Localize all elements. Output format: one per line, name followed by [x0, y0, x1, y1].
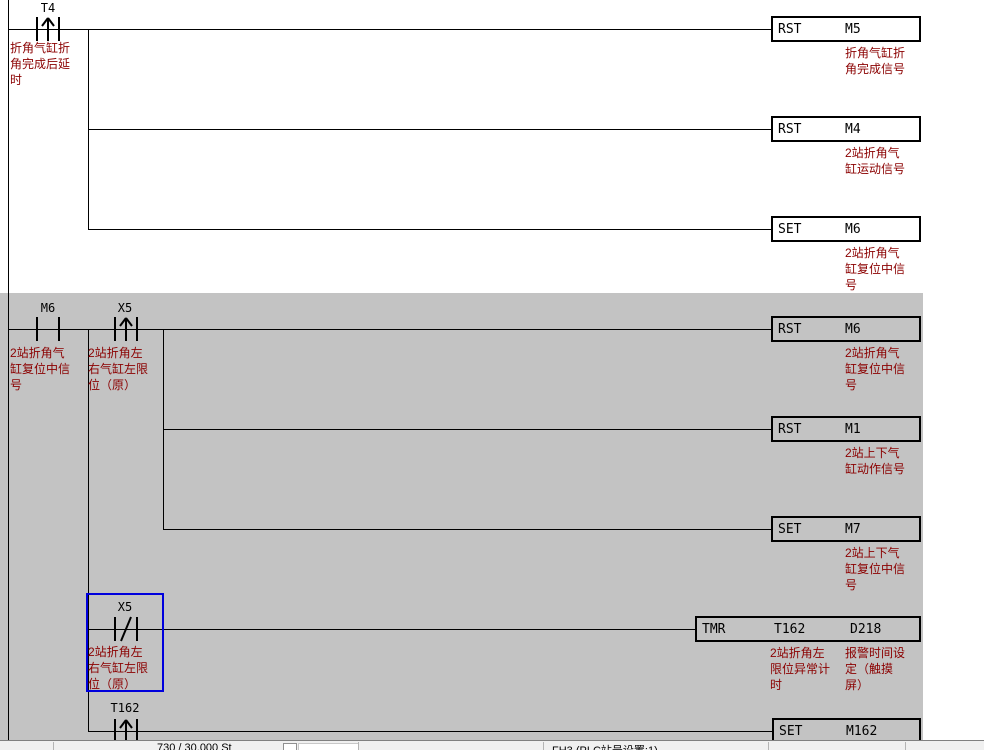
instruction-rst-m1[interactable]: RST M1	[771, 416, 921, 442]
device-comment: 2站折角左右气缸左限位（原）	[88, 645, 149, 691]
device-label: X5	[117, 301, 133, 315]
statusbar-separator	[768, 742, 769, 750]
instruction-comment: 2站折角气缸运动信号	[845, 146, 906, 176]
wire	[88, 229, 771, 230]
instruction-rst-m4[interactable]: RST M4	[771, 116, 921, 142]
wire	[9, 29, 771, 30]
statusbar-field	[298, 743, 359, 750]
wire	[88, 629, 695, 630]
wire	[88, 731, 772, 732]
rising-edge-icon	[119, 719, 133, 743]
statusbar-separator	[53, 742, 54, 750]
wire	[88, 129, 771, 130]
statusbar-panel	[283, 743, 297, 750]
statusbar-plc-info: FH3 (PLC站号设置:1)	[552, 742, 658, 750]
statusbar-separator	[905, 742, 906, 750]
statusbar-steps: 730 / 30,000 St	[157, 742, 232, 750]
instruction-comment: 2站折角气缸复位中信号	[845, 346, 906, 392]
status-bar: 730 / 30,000 St FH3 (PLC站号设置:1)	[0, 740, 984, 750]
device-comment: 折角气缸折角完成后延时	[10, 41, 71, 87]
instruction-comment: 折角气缸折角完成信号	[845, 46, 906, 76]
statusbar-separator	[358, 742, 359, 750]
rising-edge-icon	[119, 317, 133, 341]
wire	[9, 329, 771, 330]
device-label: X5	[117, 600, 133, 614]
device-comment: 2站折角气缸复位中信号	[10, 346, 71, 392]
instruction-comment: 2站上下气缸复位中信号	[845, 546, 906, 592]
left-power-rail	[8, 0, 9, 740]
instruction-comment: 2站折角气缸复位中信号	[845, 246, 906, 292]
device-comment: 2站折角左右气缸左限位（原）	[88, 346, 149, 392]
device-label: T4	[40, 1, 56, 15]
selection-cursor	[86, 593, 164, 692]
wire	[88, 329, 89, 732]
statusbar-separator	[543, 742, 544, 750]
wire	[163, 429, 771, 430]
instruction-comment: 2站折角左限位异常计时	[770, 646, 831, 692]
instruction-set-m6[interactable]: SET M6	[771, 216, 921, 242]
wire	[163, 529, 771, 530]
normally-closed-icon	[120, 616, 132, 642]
instruction-set-m7[interactable]: SET M7	[771, 516, 921, 542]
instruction-tmr-t162[interactable]: TMR T162 D218	[695, 616, 921, 642]
instruction-comment: 报警时间设定（触摸屏）	[845, 646, 906, 692]
instruction-rst-m6[interactable]: RST M6	[771, 316, 921, 342]
device-label: T162	[110, 701, 140, 715]
rising-edge-icon	[41, 17, 55, 41]
instruction-rst-m5[interactable]: RST M5	[771, 16, 921, 42]
device-label: M6	[40, 301, 56, 315]
instruction-comment: 2站上下气缸动作信号	[845, 446, 906, 476]
highlighted-rung-region	[0, 293, 923, 740]
